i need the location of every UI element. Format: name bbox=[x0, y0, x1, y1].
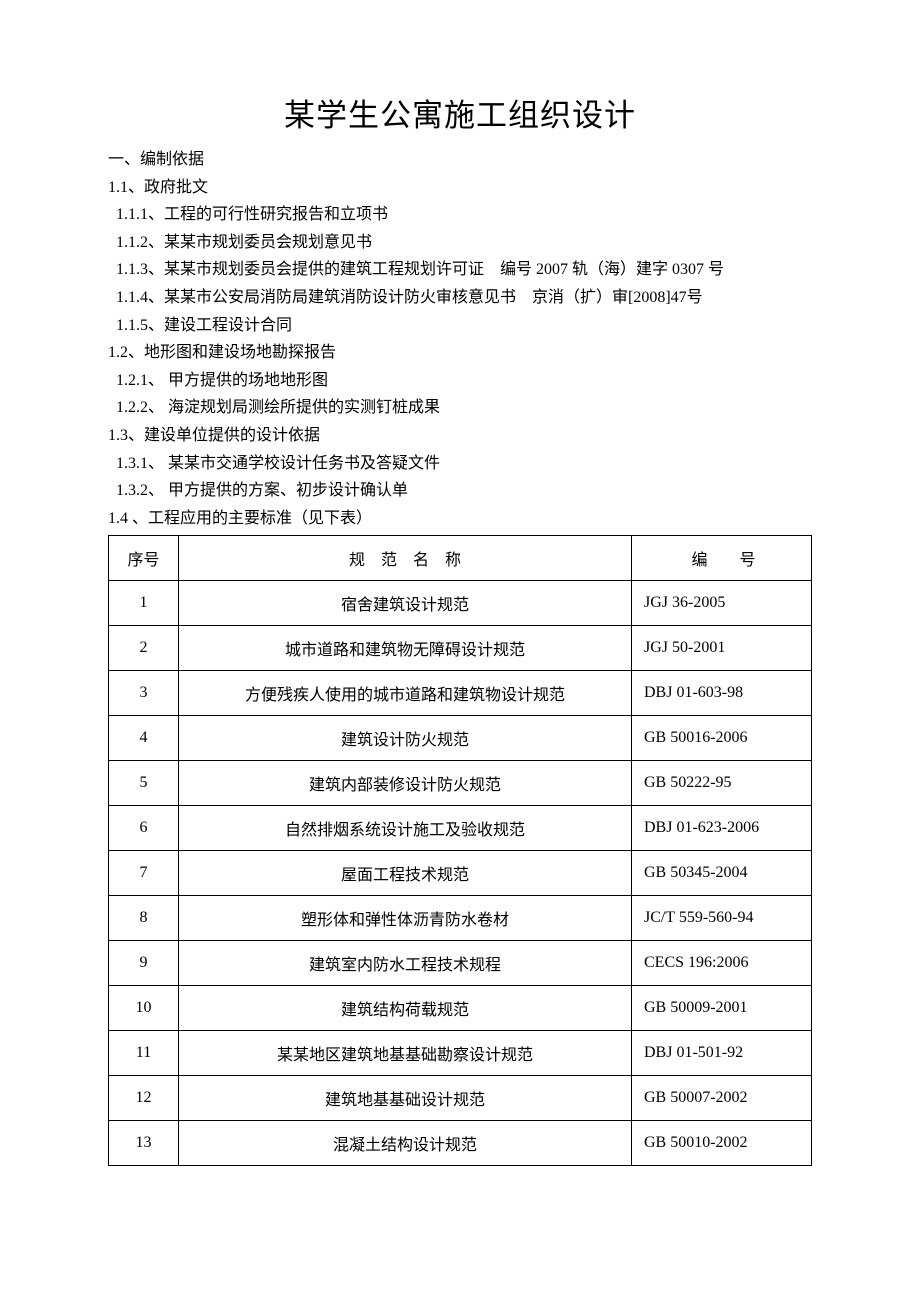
item-1-1-2: 1.1.2、某某市规划委员会规划意见书 bbox=[108, 230, 812, 256]
item-1-3-1: 1.3.1、 某某市交通学校设计任务书及答疑文件 bbox=[108, 451, 812, 477]
standards-table: 序号 规 范 名 称 编 号 1 宿舍建筑设计规范 JGJ 36-2005 2 … bbox=[108, 535, 812, 1166]
cell-code: GB 50007-2002 bbox=[632, 1076, 812, 1121]
cell-seq: 10 bbox=[109, 986, 179, 1031]
cell-code: GB 50010-2002 bbox=[632, 1121, 812, 1166]
table-row: 8 塑形体和弹性体沥青防水卷材 JC/T 559-560-94 bbox=[109, 896, 812, 941]
table-row: 12 建筑地基基础设计规范 GB 50007-2002 bbox=[109, 1076, 812, 1121]
cell-name: 混凝土结构设计规范 bbox=[179, 1121, 632, 1166]
table-row: 1 宿舍建筑设计规范 JGJ 36-2005 bbox=[109, 581, 812, 626]
cell-seq: 13 bbox=[109, 1121, 179, 1166]
table-row: 11 某某地区建筑地基基础勘察设计规范 DBJ 01-501-92 bbox=[109, 1031, 812, 1076]
cell-code: JGJ 50-2001 bbox=[632, 626, 812, 671]
cell-seq: 9 bbox=[109, 941, 179, 986]
cell-code: CECS 196:2006 bbox=[632, 941, 812, 986]
cell-seq: 5 bbox=[109, 761, 179, 806]
cell-seq: 3 bbox=[109, 671, 179, 716]
cell-seq: 1 bbox=[109, 581, 179, 626]
item-1-2-1: 1.2.1、 甲方提供的场地地形图 bbox=[108, 368, 812, 394]
item-1-1-5: 1.1.5、建设工程设计合同 bbox=[108, 313, 812, 339]
cell-name: 自然排烟系统设计施工及验收规范 bbox=[179, 806, 632, 851]
cell-code: JGJ 36-2005 bbox=[632, 581, 812, 626]
cell-seq: 7 bbox=[109, 851, 179, 896]
cell-name: 宿舍建筑设计规范 bbox=[179, 581, 632, 626]
table-body: 1 宿舍建筑设计规范 JGJ 36-2005 2 城市道路和建筑物无障碍设计规范… bbox=[109, 581, 812, 1166]
document-title: 某学生公寓施工组织设计 bbox=[108, 90, 812, 135]
cell-name: 建筑设计防火规范 bbox=[179, 716, 632, 761]
table-row: 10 建筑结构荷载规范 GB 50009-2001 bbox=[109, 986, 812, 1031]
table-row: 4 建筑设计防火规范 GB 50016-2006 bbox=[109, 716, 812, 761]
cell-code: GB 50345-2004 bbox=[632, 851, 812, 896]
cell-code: DBJ 01-603-98 bbox=[632, 671, 812, 716]
cell-seq: 8 bbox=[109, 896, 179, 941]
cell-code: DBJ 01-501-92 bbox=[632, 1031, 812, 1076]
table-row: 3 方便残疾人使用的城市道路和建筑物设计规范 DBJ 01-603-98 bbox=[109, 671, 812, 716]
cell-name: 建筑内部装修设计防火规范 bbox=[179, 761, 632, 806]
cell-name: 某某地区建筑地基基础勘察设计规范 bbox=[179, 1031, 632, 1076]
table-row: 6 自然排烟系统设计施工及验收规范 DBJ 01-623-2006 bbox=[109, 806, 812, 851]
table-row: 2 城市道路和建筑物无障碍设计规范 JGJ 50-2001 bbox=[109, 626, 812, 671]
cell-seq: 2 bbox=[109, 626, 179, 671]
header-code: 编 号 bbox=[632, 536, 812, 581]
cell-name: 城市道路和建筑物无障碍设计规范 bbox=[179, 626, 632, 671]
cell-seq: 4 bbox=[109, 716, 179, 761]
cell-code: GB 50009-2001 bbox=[632, 986, 812, 1031]
item-1-1-4: 1.1.4、某某市公安局消防局建筑消防设计防火审核意见书 京消（扩）审[2008… bbox=[108, 285, 812, 311]
cell-name: 建筑结构荷载规范 bbox=[179, 986, 632, 1031]
section-1-4: 1.4 、工程应用的主要标准（见下表） bbox=[108, 506, 812, 532]
table-row: 13 混凝土结构设计规范 GB 50010-2002 bbox=[109, 1121, 812, 1166]
cell-seq: 6 bbox=[109, 806, 179, 851]
section-1: 一、编制依据 bbox=[108, 147, 812, 173]
table-row: 9 建筑室内防水工程技术规程 CECS 196:2006 bbox=[109, 941, 812, 986]
cell-name: 方便残疾人使用的城市道路和建筑物设计规范 bbox=[179, 671, 632, 716]
cell-code: GB 50222-95 bbox=[632, 761, 812, 806]
cell-name: 屋面工程技术规范 bbox=[179, 851, 632, 896]
section-1-3: 1.3、建设单位提供的设计依据 bbox=[108, 423, 812, 449]
cell-name: 建筑室内防水工程技术规程 bbox=[179, 941, 632, 986]
header-name: 规 范 名 称 bbox=[179, 536, 632, 581]
item-1-1-1: 1.1.1、工程的可行性研究报告和立项书 bbox=[108, 202, 812, 228]
cell-seq: 12 bbox=[109, 1076, 179, 1121]
section-1-1: 1.1、政府批文 bbox=[108, 175, 812, 201]
section-1-2: 1.2、地形图和建设场地勘探报告 bbox=[108, 340, 812, 366]
cell-code: GB 50016-2006 bbox=[632, 716, 812, 761]
item-1-3-2: 1.3.2、 甲方提供的方案、初步设计确认单 bbox=[108, 478, 812, 504]
table-row: 5 建筑内部装修设计防火规范 GB 50222-95 bbox=[109, 761, 812, 806]
cell-seq: 11 bbox=[109, 1031, 179, 1076]
cell-code: DBJ 01-623-2006 bbox=[632, 806, 812, 851]
cell-name: 塑形体和弹性体沥青防水卷材 bbox=[179, 896, 632, 941]
cell-name: 建筑地基基础设计规范 bbox=[179, 1076, 632, 1121]
table-header-row: 序号 规 范 名 称 编 号 bbox=[109, 536, 812, 581]
cell-code: JC/T 559-560-94 bbox=[632, 896, 812, 941]
item-1-2-2: 1.2.2、 海淀规划局测绘所提供的实测钉桩成果 bbox=[108, 395, 812, 421]
item-1-1-3: 1.1.3、某某市规划委员会提供的建筑工程规划许可证 编号 2007 轨（海）建… bbox=[108, 257, 812, 283]
header-seq: 序号 bbox=[109, 536, 179, 581]
table-row: 7 屋面工程技术规范 GB 50345-2004 bbox=[109, 851, 812, 896]
